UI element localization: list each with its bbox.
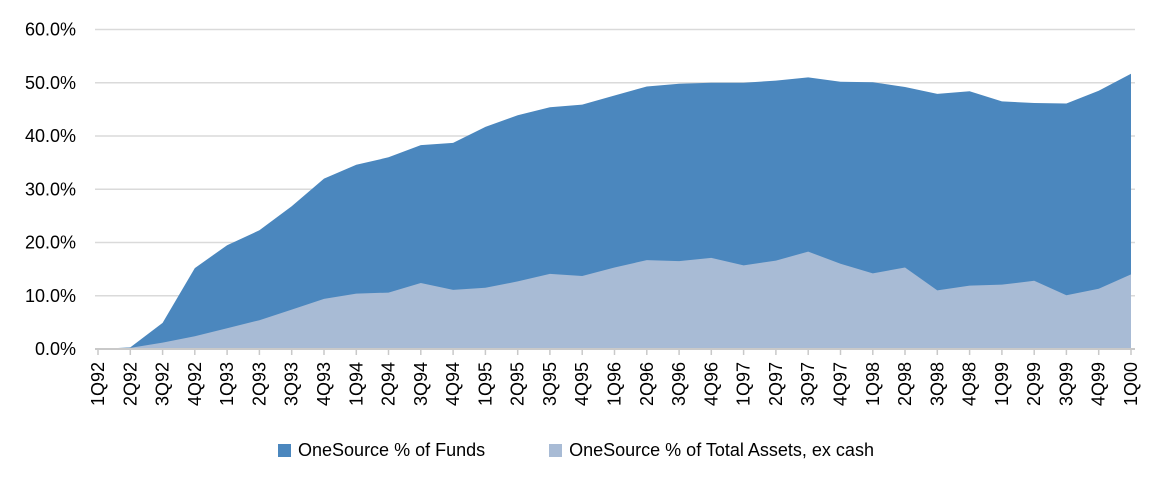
- svg-text:3Q92: 3Q92: [153, 362, 173, 406]
- svg-text:1Q99: 1Q99: [992, 362, 1012, 406]
- svg-text:4Q96: 4Q96: [701, 362, 721, 406]
- svg-text:3Q96: 3Q96: [669, 362, 689, 406]
- svg-text:3Q99: 3Q99: [1056, 362, 1076, 406]
- svg-text:2Q98: 2Q98: [895, 362, 915, 406]
- legend-item-assets: OneSource % of Total Assets, ex cash: [549, 440, 874, 461]
- svg-text:2Q96: 2Q96: [637, 362, 657, 406]
- svg-text:2Q95: 2Q95: [508, 362, 528, 406]
- assets-area: [98, 251, 1131, 349]
- svg-text:60.0%: 60.0%: [25, 20, 76, 40]
- svg-text:1Q94: 1Q94: [346, 362, 366, 406]
- svg-text:2Q97: 2Q97: [766, 362, 786, 406]
- svg-text:10.0%: 10.0%: [25, 286, 76, 306]
- svg-text:4Q98: 4Q98: [960, 362, 980, 406]
- svg-text:1Q00: 1Q00: [1121, 362, 1141, 406]
- svg-text:2Q92: 2Q92: [120, 362, 140, 406]
- svg-text:1Q97: 1Q97: [734, 362, 754, 406]
- svg-text:1Q96: 1Q96: [605, 362, 625, 406]
- svg-text:3Q93: 3Q93: [282, 362, 302, 406]
- svg-text:2Q99: 2Q99: [1024, 362, 1044, 406]
- legend-item-funds: OneSource % of Funds: [278, 440, 485, 461]
- plot-svg: 60.0% 50.0% 40.0% 30.0% 20.0% 10.0% 0.0% 1Q92 2Q…: [25, 20, 1141, 407]
- svg-text:3Q98: 3Q98: [927, 362, 947, 406]
- svg-text:30.0%: 30.0%: [25, 179, 76, 199]
- funds-swatch-icon: [278, 444, 292, 457]
- svg-text:0.0%: 0.0%: [35, 339, 76, 359]
- svg-text:1Q95: 1Q95: [475, 362, 495, 406]
- svg-text:50.0%: 50.0%: [25, 73, 76, 93]
- svg-text:3Q95: 3Q95: [540, 362, 560, 406]
- legend-label-assets: OneSource % of Total Assets, ex cash: [569, 440, 874, 460]
- assets-swatch-icon: [549, 444, 563, 457]
- legend-label-funds: OneSource % of Funds: [298, 440, 486, 460]
- svg-text:1Q93: 1Q93: [217, 362, 237, 406]
- svg-text:4Q94: 4Q94: [443, 362, 463, 406]
- legend: OneSource % of Funds OneSource % of Tota…: [0, 440, 1152, 461]
- svg-text:3Q94: 3Q94: [411, 362, 431, 406]
- svg-text:2Q94: 2Q94: [379, 362, 399, 406]
- svg-text:1Q98: 1Q98: [863, 362, 883, 406]
- svg-text:1Q92: 1Q92: [88, 362, 108, 406]
- svg-text:4Q97: 4Q97: [831, 362, 851, 406]
- svg-text:20.0%: 20.0%: [25, 233, 76, 253]
- x-tick-labels: 1Q92 2Q92 3Q92 4Q92 1Q93 2Q93 3Q93 4Q93 1Q94 2Q94…: [88, 362, 1141, 406]
- svg-text:4Q93: 4Q93: [314, 362, 334, 406]
- svg-text:4Q99: 4Q99: [1089, 362, 1109, 406]
- svg-text:2Q93: 2Q93: [249, 362, 269, 406]
- svg-text:4Q92: 4Q92: [185, 362, 205, 406]
- x-axis: [95, 348, 1135, 355]
- y-tick-labels: 60.0% 50.0% 40.0% 30.0% 20.0% 10.0% 0.0%: [25, 20, 76, 360]
- svg-text:4Q95: 4Q95: [572, 362, 592, 406]
- svg-text:40.0%: 40.0%: [25, 126, 76, 146]
- svg-text:3Q97: 3Q97: [798, 362, 818, 406]
